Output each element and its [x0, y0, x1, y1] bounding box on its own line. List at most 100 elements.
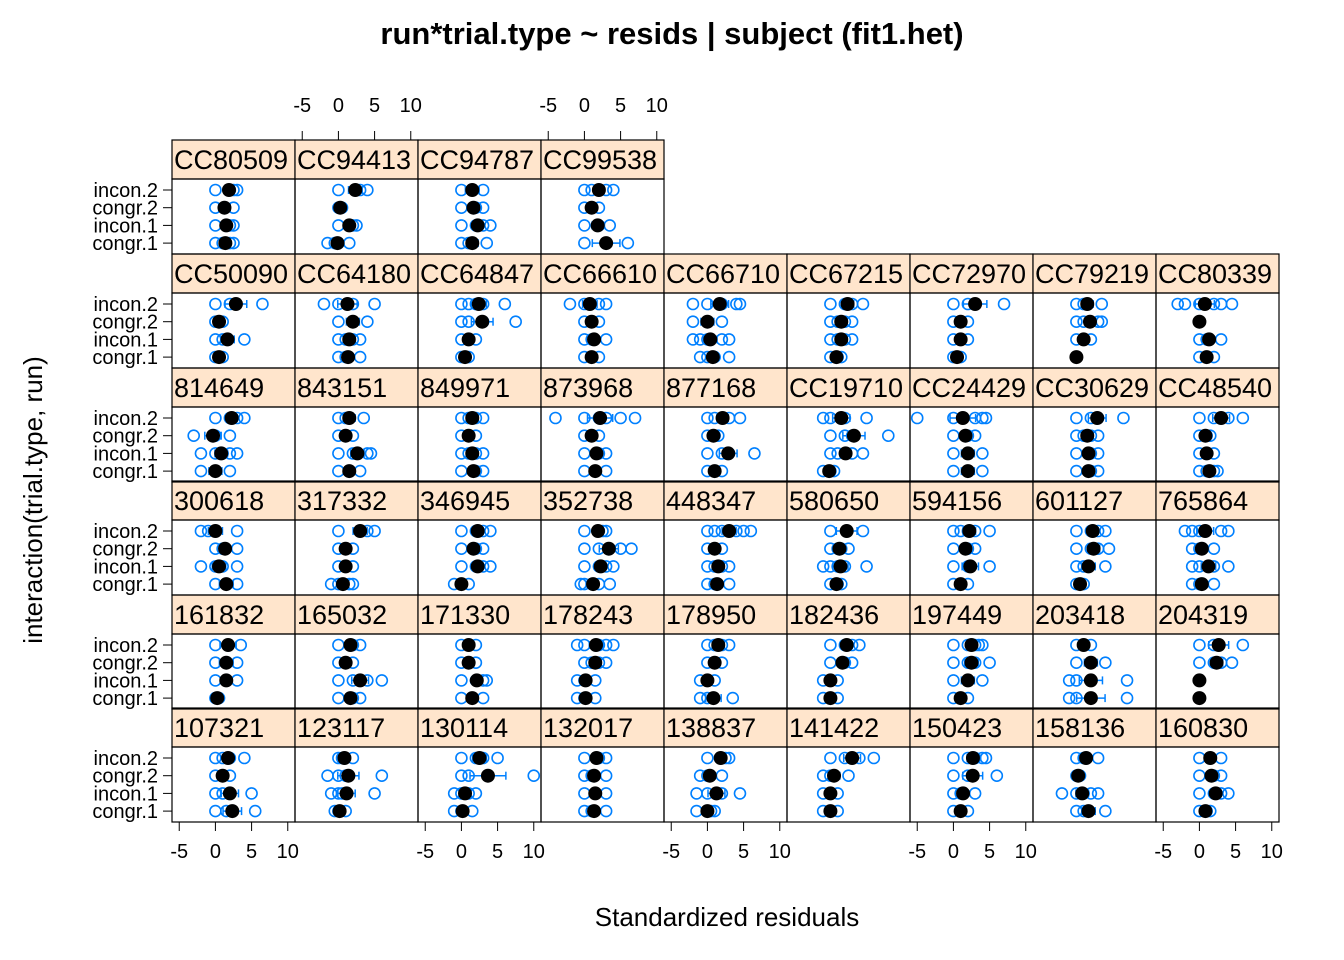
mean-point — [348, 183, 363, 197]
residual-point — [1091, 751, 1105, 765]
mean-point — [338, 428, 353, 443]
strip-label: CC80339 — [1158, 259, 1272, 289]
residual-point — [603, 577, 617, 591]
mean-point — [208, 524, 223, 538]
residual-point — [983, 524, 996, 538]
residual-point — [733, 297, 747, 311]
residual-point — [722, 638, 736, 652]
mean-point — [1194, 577, 1209, 592]
panel-CC99538 — [540, 178, 665, 255]
strip-label: 178243 — [543, 600, 633, 630]
residual-point — [1193, 751, 1206, 765]
mean-point — [950, 350, 965, 365]
strip-label: 346945 — [420, 486, 510, 516]
y-tick-label: congr.2 — [92, 653, 158, 675]
mean-point — [706, 428, 721, 443]
mean-point — [1198, 428, 1213, 443]
residual-point — [845, 315, 859, 329]
residual-point — [748, 447, 761, 460]
residual-point — [1214, 751, 1228, 765]
y-tick-label: incon.1 — [94, 783, 159, 805]
mean-point — [953, 804, 968, 819]
mean-point — [823, 673, 838, 688]
mean-point — [827, 768, 842, 783]
mean-point — [1194, 541, 1209, 556]
mean-point — [220, 332, 235, 347]
residual-point — [462, 769, 475, 783]
residual-point — [976, 447, 989, 460]
residual-point — [607, 560, 620, 573]
mean-point — [834, 411, 849, 425]
residual-point — [1062, 691, 1076, 705]
strip-label: CC72970 — [912, 259, 1026, 289]
strip-CC79219 — [1032, 253, 1157, 294]
mean-point — [1079, 751, 1094, 765]
residual-point — [549, 411, 562, 425]
x-tick-label-top: -5 — [539, 95, 557, 117]
residual-point — [1070, 542, 1083, 556]
strip-label: 765864 — [1158, 486, 1248, 516]
residual-point — [209, 219, 222, 232]
strip-label: 130114 — [420, 713, 508, 743]
mean-point — [342, 332, 357, 347]
mean-point — [953, 314, 968, 329]
panel-178950 — [663, 633, 788, 710]
x-tick-label-top: 10 — [400, 95, 422, 117]
mean-point — [593, 411, 608, 425]
residual-point — [223, 464, 237, 478]
mean-point — [215, 768, 230, 783]
mean-point — [332, 804, 347, 819]
strip-label: 352738 — [543, 486, 633, 516]
mean-point — [1086, 541, 1101, 556]
strip-300618 — [171, 480, 296, 521]
mean-point — [1202, 464, 1217, 479]
residual-point — [1207, 577, 1221, 591]
mean-point — [578, 673, 593, 688]
residual-point — [1214, 524, 1228, 538]
residual-point — [824, 656, 837, 670]
residual-point — [194, 524, 208, 538]
strip-label: 594156 — [912, 486, 1002, 516]
strip-label: 107321 — [174, 713, 264, 743]
mean-point — [1081, 464, 1096, 479]
residual-point — [455, 674, 468, 687]
residual-point — [353, 333, 367, 346]
y-tick-label: incon.2 — [94, 294, 159, 316]
residual-point — [722, 333, 736, 346]
residual-point — [1193, 411, 1206, 425]
strip-label: 849971 — [420, 373, 510, 403]
residual-point — [209, 751, 222, 765]
mean-point — [956, 786, 971, 801]
mean-point — [461, 638, 476, 652]
residual-point — [1070, 674, 1083, 687]
residual-point — [842, 769, 855, 783]
x-tick-label: -5 — [416, 841, 434, 863]
residual-point — [1070, 447, 1083, 460]
mean-point — [707, 655, 722, 670]
strip-CC66710 — [663, 253, 788, 294]
mean-point — [1198, 524, 1213, 538]
residual-point — [476, 447, 490, 460]
mean-point — [466, 200, 481, 215]
strip-label: 160830 — [1158, 713, 1248, 743]
mean-point — [822, 464, 837, 479]
residual-point — [332, 447, 345, 460]
residual-point — [1185, 524, 1199, 538]
residual-point — [599, 297, 613, 311]
strip-label: 141422 — [789, 713, 879, 743]
strip-171330 — [417, 594, 542, 635]
strip-label: CC80509 — [174, 145, 288, 175]
mean-point — [222, 786, 237, 801]
mean-point — [1081, 446, 1096, 461]
residual-point — [578, 638, 591, 652]
mean-point — [1201, 559, 1216, 574]
y-tick-label: incon.2 — [94, 521, 159, 543]
residual-point — [1225, 656, 1239, 670]
residual-point — [824, 751, 837, 765]
mean-point — [829, 350, 844, 365]
mean-point — [475, 314, 490, 329]
residual-point — [455, 219, 468, 232]
mean-point — [461, 428, 476, 443]
residual-point — [498, 297, 512, 311]
